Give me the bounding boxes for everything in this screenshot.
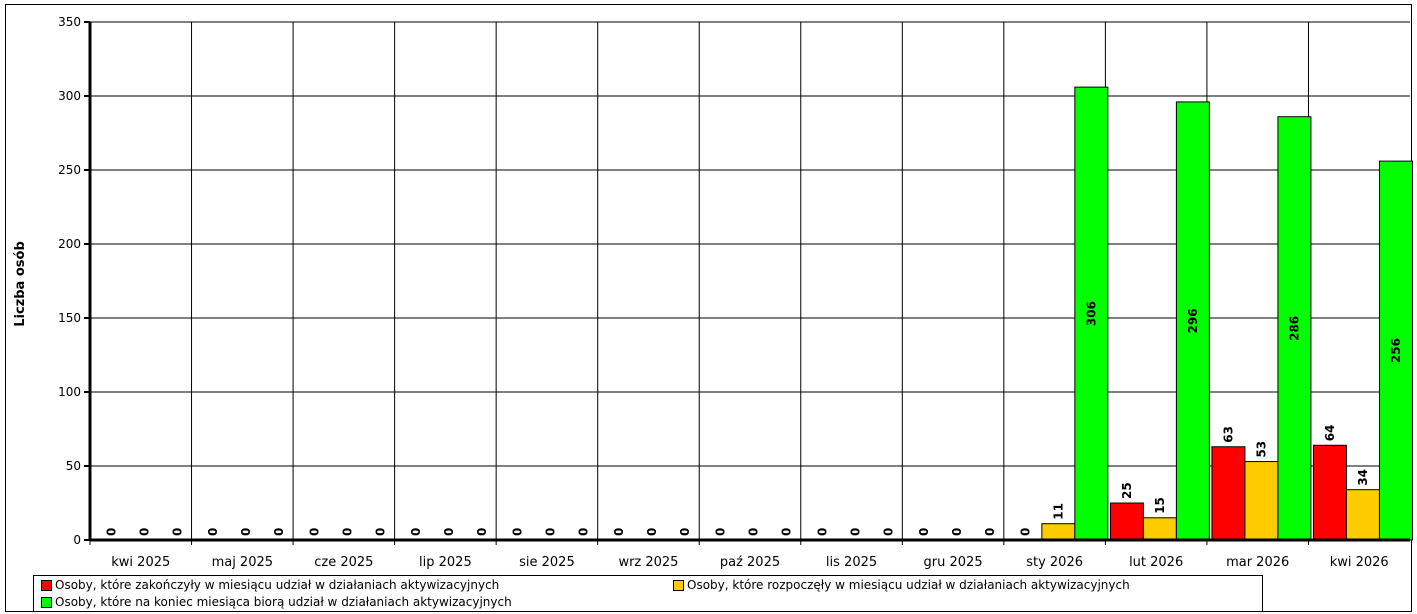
data-label: 0 (409, 528, 423, 536)
data-label: 53 (1254, 441, 1268, 458)
data-label: 0 (475, 528, 489, 536)
data-label: 0 (815, 528, 829, 536)
data-label: 0 (881, 528, 895, 536)
data-label: 0 (678, 528, 692, 536)
data-label: 0 (1018, 528, 1032, 536)
legend-swatch-started (673, 579, 684, 591)
y-tick-label: 150 (58, 311, 81, 325)
legend: Osoby, które zakończyły w miesiącu udzia… (33, 575, 1263, 612)
data-label: 0 (206, 528, 220, 536)
x-tick-label: sty 2026 (1026, 555, 1083, 570)
data-label: 0 (983, 528, 997, 536)
data-label: 256 (1389, 338, 1403, 363)
bars (1041, 86, 1413, 541)
data-label: 0 (747, 528, 761, 536)
y-axis-label: Liczba osób (13, 241, 28, 327)
data-label: 0 (308, 528, 322, 536)
labels: 0 0 0 0 0 0 0 0 0 0 0 0 0 0 0 0 0 0 0 0 0 0 0 0 0 0 0 0 11 306 25 15 296… (105, 301, 1403, 536)
data-label: 0 (105, 528, 119, 536)
data-label: 34 (1356, 469, 1370, 486)
data-label: 0 (950, 528, 964, 536)
x-tick-label: lis 2025 (826, 555, 877, 570)
data-label: 0 (577, 528, 591, 536)
x-tick-label: sie 2025 (519, 555, 575, 570)
data-label: 0 (780, 528, 794, 536)
bar (1277, 116, 1312, 541)
x-tick-label: lip 2025 (419, 555, 472, 570)
legend-item-started: Osoby, które rozpoczęły w miesiącu udzia… (673, 578, 1130, 592)
data-label: 0 (171, 528, 185, 536)
y-tick-label: 50 (66, 459, 81, 473)
bar (1041, 523, 1076, 541)
x-tick-label: gru 2025 (924, 555, 983, 570)
y-tick-label: 200 (58, 237, 81, 251)
data-label: 0 (612, 528, 626, 536)
x-tick-label: maj 2025 (212, 555, 273, 570)
data-label: 286 (1287, 316, 1301, 341)
legend-item-ended: Osoby, które zakończyły w miesiącu udzia… (41, 578, 499, 592)
bar (1345, 489, 1380, 541)
bar (1074, 86, 1109, 541)
data-label: 296 (1186, 308, 1200, 333)
data-label: 0 (442, 528, 456, 536)
data-label: 0 (239, 528, 253, 536)
data-label: 0 (374, 528, 388, 536)
bar (1312, 444, 1347, 541)
data-label: 0 (544, 528, 558, 536)
x-tick-label: mar 2026 (1226, 555, 1289, 570)
data-label: 15 (1153, 497, 1167, 514)
data-label: 306 (1084, 301, 1098, 326)
data-label: 0 (138, 528, 152, 536)
bar (1175, 101, 1210, 541)
data-label: 63 (1221, 426, 1235, 443)
y-tick-label: 100 (58, 385, 81, 399)
legend-label-active: Osoby, które na koniec miesiąca biorą ud… (55, 595, 512, 609)
x-tick-label: kwi 2026 (1330, 555, 1389, 570)
y-tick-label: 0 (73, 533, 81, 547)
x-tick-label: wrz 2025 (618, 555, 678, 570)
y-tick-label: 300 (58, 89, 81, 103)
x-tick-label: lut 2026 (1129, 555, 1183, 570)
bar (1211, 446, 1246, 541)
data-label: 0 (645, 528, 659, 536)
data-label: 0 (511, 528, 525, 536)
legend-swatch-ended (41, 579, 52, 591)
legend-label-started: Osoby, które rozpoczęły w miesiącu udzia… (687, 578, 1130, 592)
data-label: 25 (1120, 482, 1134, 499)
legend-item-active: Osoby, które na koniec miesiąca biorą ud… (41, 595, 512, 609)
data-label: 64 (1323, 425, 1337, 442)
x-tick-label: paź 2025 (720, 555, 780, 570)
legend-label-ended: Osoby, które zakończyły w miesiącu udzia… (55, 578, 500, 592)
legend-swatch-active (41, 596, 52, 608)
data-label: 0 (714, 528, 728, 536)
data-label: 0 (917, 528, 931, 536)
bar (1109, 502, 1144, 541)
data-label: 11 (1051, 503, 1065, 520)
x-tick-label: cze 2025 (314, 555, 373, 570)
x-tick-label: kwi 2025 (111, 555, 170, 570)
data-label: 0 (848, 528, 862, 536)
bar (1244, 461, 1279, 541)
y-tick-label: 250 (58, 163, 81, 177)
bar (1378, 160, 1413, 541)
y-tick-label: 350 (58, 15, 81, 29)
data-label: 0 (341, 528, 355, 536)
data-label: 0 (272, 528, 286, 536)
bar (1142, 517, 1177, 541)
